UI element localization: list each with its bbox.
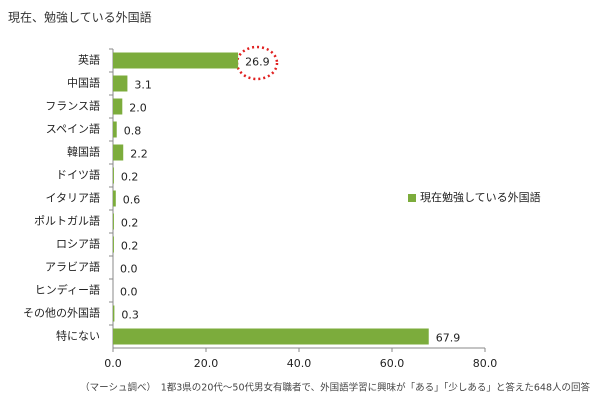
- value-label: 0.2: [121, 240, 138, 253]
- bar: [113, 121, 117, 138]
- value-label: 67.9: [436, 332, 461, 345]
- bar: [113, 213, 114, 230]
- y-tick-label: 特にない: [56, 329, 100, 343]
- value-label: 0.8: [124, 125, 142, 138]
- y-tick-label: その他の外国語: [23, 306, 100, 320]
- y-tick-label: イタリア語: [45, 191, 100, 205]
- y-tick-label: ポルトガル語: [34, 214, 100, 228]
- bar: [113, 190, 116, 207]
- x-tick-label: 60.0: [380, 357, 405, 370]
- bar: [113, 305, 115, 322]
- y-tick-label: 中国語: [67, 76, 100, 90]
- value-label: 0.6: [123, 194, 141, 207]
- x-tick-label: 0.0: [104, 357, 122, 370]
- y-tick-label: 英語: [78, 53, 100, 67]
- value-label: 26.9: [245, 56, 270, 69]
- bar: [113, 75, 128, 92]
- y-tick-label: ドイツ語: [56, 168, 100, 182]
- x-tick-label: 20.0: [194, 357, 219, 370]
- value-label: 0.0: [120, 263, 138, 276]
- value-label: 0.0: [120, 286, 138, 299]
- value-label: 2.0: [129, 102, 147, 115]
- value-label: 0.2: [121, 217, 138, 230]
- bar: [113, 98, 123, 115]
- value-label: 0.2: [121, 171, 138, 184]
- legend-label: 現在勉強している外国語: [420, 190, 541, 204]
- y-tick-label: ヒンディー語: [35, 283, 100, 297]
- value-label: 2.2: [130, 148, 148, 161]
- y-tick-label: アラビア語: [45, 260, 100, 274]
- x-tick-label: 80.0: [473, 357, 498, 370]
- x-tick-label: 40.0: [287, 357, 312, 370]
- value-label: 0.3: [121, 309, 138, 322]
- bar: [113, 328, 429, 345]
- bar: [113, 236, 114, 253]
- y-tick-label: スペイン語: [46, 122, 100, 136]
- bar: [113, 167, 114, 184]
- bar: [113, 52, 239, 69]
- footnote: （マーシュ調べ） 1都3県の20代～50代男女有職者で、外国語学習に興味が「ある…: [80, 382, 590, 394]
- chart-title: 現在、勉強している外国語: [8, 10, 152, 25]
- legend-swatch: [408, 194, 416, 202]
- y-tick-label: 韓国語: [67, 145, 100, 159]
- y-tick-label: フランス語: [45, 99, 100, 113]
- y-tick-label: ロシア語: [56, 237, 100, 251]
- bar: [113, 144, 124, 161]
- value-label: 3.1: [134, 79, 152, 92]
